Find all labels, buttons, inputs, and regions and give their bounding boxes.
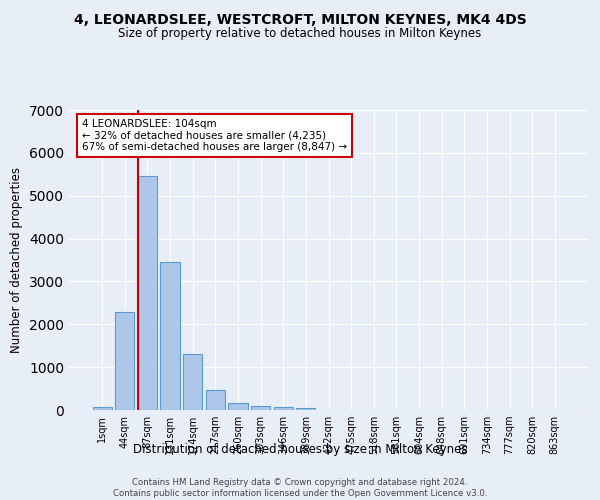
Bar	[160, 262, 180, 410]
Bar	[115, 312, 134, 410]
Text: 4, LEONARDSLEE, WESTCROFT, MILTON KEYNES, MK4 4DS: 4, LEONARDSLEE, WESTCROFT, MILTON KEYNES…	[74, 12, 526, 26]
Bar	[251, 406, 270, 410]
Bar	[296, 408, 316, 410]
Bar	[138, 176, 157, 410]
Text: Contains HM Land Registry data © Crown copyright and database right 2024.
Contai: Contains HM Land Registry data © Crown c…	[113, 478, 487, 498]
Bar	[274, 407, 293, 410]
Y-axis label: Number of detached properties: Number of detached properties	[10, 167, 23, 353]
Text: 4 LEONARDSLEE: 104sqm
← 32% of detached houses are smaller (4,235)
67% of semi-d: 4 LEONARDSLEE: 104sqm ← 32% of detached …	[82, 119, 347, 152]
Text: Size of property relative to detached houses in Milton Keynes: Size of property relative to detached ho…	[118, 28, 482, 40]
Text: Distribution of detached houses by size in Milton Keynes: Distribution of detached houses by size …	[133, 442, 467, 456]
Bar	[229, 403, 248, 410]
Bar	[183, 354, 202, 410]
Bar	[92, 406, 112, 410]
Bar	[206, 390, 225, 410]
